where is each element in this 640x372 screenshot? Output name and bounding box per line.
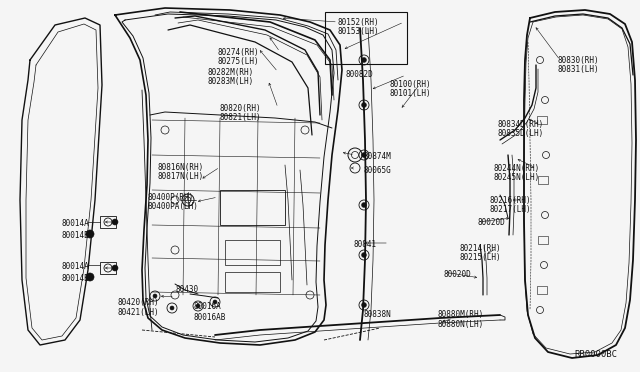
- Text: 80216(RH): 80216(RH): [490, 196, 532, 205]
- Circle shape: [362, 58, 367, 62]
- Bar: [538, 236, 548, 244]
- Text: 80420(RH): 80420(RH): [118, 298, 159, 307]
- Text: 80820(RH): 80820(RH): [220, 104, 262, 113]
- Text: 80217(LH): 80217(LH): [490, 205, 532, 214]
- Circle shape: [213, 300, 217, 304]
- Circle shape: [112, 265, 118, 271]
- Text: 80874M: 80874M: [363, 152, 391, 161]
- Circle shape: [153, 294, 157, 298]
- Bar: [325, 12, 407, 64]
- Text: 80244N(RH): 80244N(RH): [494, 164, 540, 173]
- Text: 80274(RH): 80274(RH): [218, 48, 260, 57]
- Text: 80817N(LH): 80817N(LH): [157, 172, 204, 181]
- Bar: [220, 190, 285, 225]
- Text: 80215(LH): 80215(LH): [460, 253, 502, 262]
- Circle shape: [170, 306, 174, 310]
- Bar: [537, 286, 547, 294]
- Text: 80020D: 80020D: [444, 270, 472, 279]
- Circle shape: [112, 219, 118, 225]
- Bar: [225, 240, 280, 265]
- Circle shape: [86, 273, 94, 281]
- Text: 80275(LH): 80275(LH): [218, 57, 260, 66]
- Text: 80214(RH): 80214(RH): [460, 244, 502, 253]
- Text: 80101(LH): 80101(LH): [390, 89, 431, 98]
- Text: RB0000BC: RB0000BC: [574, 350, 617, 359]
- Text: 80830(RH): 80830(RH): [557, 56, 598, 65]
- Bar: [100, 216, 116, 228]
- Text: 80816N(RH): 80816N(RH): [157, 163, 204, 172]
- Text: 80152(RH): 80152(RH): [338, 18, 380, 27]
- Text: 80841: 80841: [353, 240, 376, 249]
- Text: 80065G: 80065G: [363, 166, 391, 175]
- Text: 80282M(RH): 80282M(RH): [207, 68, 253, 77]
- Text: 80400P(RH): 80400P(RH): [148, 193, 195, 202]
- Text: 80153(LH): 80153(LH): [338, 27, 380, 36]
- Text: 80831(LH): 80831(LH): [557, 65, 598, 74]
- Text: 80821(LH): 80821(LH): [220, 113, 262, 122]
- Bar: [225, 272, 280, 292]
- Text: 80880N(LH): 80880N(LH): [438, 320, 484, 329]
- Text: 80835D(LH): 80835D(LH): [497, 129, 543, 138]
- Text: 80014A: 80014A: [62, 219, 90, 228]
- Text: 80421(LH): 80421(LH): [118, 308, 159, 317]
- Circle shape: [196, 304, 200, 308]
- Bar: [100, 262, 116, 274]
- Text: 80430: 80430: [176, 285, 199, 294]
- Text: 80283M(LH): 80283M(LH): [207, 77, 253, 86]
- Circle shape: [362, 302, 367, 308]
- Text: 80016A: 80016A: [193, 302, 221, 311]
- Text: 80082D: 80082D: [345, 70, 372, 79]
- Text: 80020D: 80020D: [477, 218, 505, 227]
- Text: 80400PA(LH): 80400PA(LH): [148, 202, 199, 211]
- Circle shape: [362, 202, 367, 208]
- Text: 80014A: 80014A: [62, 262, 90, 271]
- Text: 80880M(RH): 80880M(RH): [438, 310, 484, 319]
- Bar: [537, 116, 547, 124]
- Text: 80838N: 80838N: [363, 310, 391, 319]
- Text: 80100(RH): 80100(RH): [390, 80, 431, 89]
- Text: 80014B: 80014B: [62, 274, 90, 283]
- Circle shape: [362, 103, 367, 108]
- Text: 80016AB: 80016AB: [193, 313, 225, 322]
- Text: 80014B: 80014B: [62, 231, 90, 240]
- Circle shape: [86, 230, 94, 238]
- Text: 80245N(LH): 80245N(LH): [494, 173, 540, 182]
- Bar: [538, 176, 548, 184]
- Text: 80834D(RH): 80834D(RH): [497, 120, 543, 129]
- Circle shape: [362, 253, 367, 257]
- Circle shape: [362, 153, 367, 157]
